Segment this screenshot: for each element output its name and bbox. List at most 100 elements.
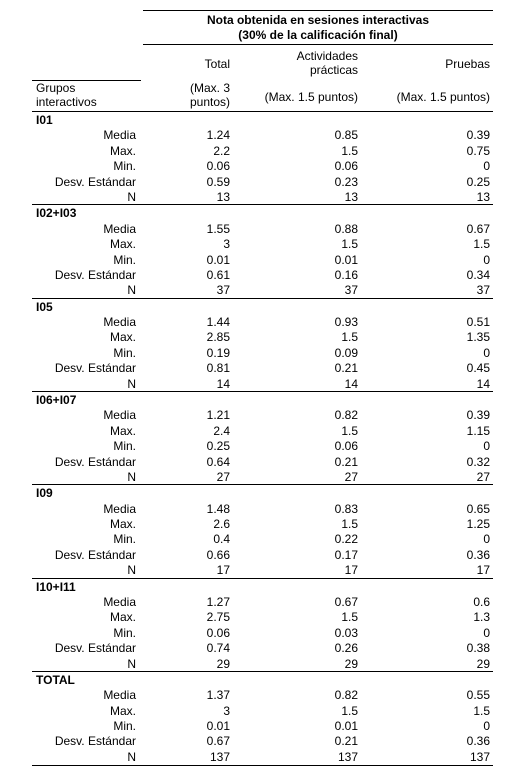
group-name: TOTAL [36, 672, 75, 687]
col-header-total-max-line1: (Max. 3 [189, 81, 230, 95]
cell-total: 1.21 [206, 408, 230, 423]
top-rule [143, 10, 493, 11]
cell-actividades: 0.01 [334, 252, 358, 267]
cell-actividades: 0.26 [334, 641, 358, 656]
cell-pruebas: 0 [483, 345, 490, 360]
stat-label: N [127, 190, 136, 204]
cell-actividades: 1.5 [341, 610, 358, 625]
cell-pruebas: 0.75 [466, 143, 490, 158]
stat-label: Desv. Estándar [54, 454, 136, 469]
group-bottom-rule [32, 765, 493, 766]
row-header-label-line2: interactivos [36, 95, 97, 109]
group-name: I01 [36, 113, 53, 127]
cell-total: 0.4 [213, 532, 230, 547]
cell-pruebas: 0.67 [466, 221, 490, 236]
cell-total: 2.85 [206, 330, 230, 345]
group-bottom-rule [32, 670, 493, 672]
cell-actividades: 0.01 [334, 719, 358, 733]
cell-pruebas: 0 [483, 159, 490, 174]
stat-label: Max. [109, 610, 136, 625]
stat-label: Max. [109, 703, 136, 718]
stat-label: Max. [109, 237, 136, 252]
col-header-pruebas: Pruebas [445, 57, 490, 71]
group-name: I09 [36, 486, 53, 501]
cell-actividades: 27 [344, 469, 358, 484]
cell-total: 0.59 [206, 174, 230, 189]
cell-total: 37 [216, 283, 230, 298]
stat-label: Min. [113, 439, 136, 454]
row-header-rule [32, 80, 141, 81]
cell-actividades: 0.21 [334, 454, 358, 469]
stat-label: Max. [109, 423, 136, 438]
stat-label: Min. [113, 719, 136, 733]
stat-label: N [127, 656, 136, 671]
cell-pruebas: 29 [476, 656, 490, 671]
cell-actividades: 0.06 [334, 159, 358, 174]
cell-actividades: 1.5 [341, 237, 358, 252]
cell-pruebas: 0.32 [466, 454, 490, 469]
cell-actividades: 0.06 [334, 439, 358, 454]
cell-pruebas: 0 [483, 625, 490, 640]
cell-pruebas: 1.5 [473, 703, 490, 718]
cell-actividades: 0.16 [334, 267, 358, 282]
cell-actividades: 0.82 [334, 408, 358, 423]
col-header-total: Total [204, 57, 230, 71]
row-header-label-line1: Grupos [36, 81, 76, 95]
stat-label: N [127, 563, 136, 578]
stat-label: N [127, 749, 136, 764]
cell-actividades: 0.17 [334, 547, 358, 562]
cell-actividades: 37 [344, 283, 358, 298]
stat-label: Max. [109, 143, 136, 158]
col-header-actividades-line1: Actividades [296, 49, 358, 63]
stat-label: N [127, 283, 136, 298]
cell-pruebas: 0.39 [466, 128, 490, 143]
cell-pruebas: 0.45 [466, 361, 490, 376]
stat-label: N [127, 376, 136, 391]
cell-pruebas: 1.15 [466, 423, 490, 438]
cell-pruebas: 0.36 [466, 734, 490, 749]
cell-actividades: 0.88 [334, 221, 358, 236]
stat-label: Media [103, 501, 136, 516]
stat-label: Desv. Estándar [54, 361, 136, 376]
cell-actividades: 1.5 [341, 330, 358, 345]
stat-label: Desv. Estándar [54, 734, 136, 749]
cell-total: 1.48 [206, 501, 230, 516]
cell-actividades: 0.83 [334, 501, 358, 516]
cell-pruebas: 14 [476, 376, 490, 391]
cell-total: 1.27 [206, 594, 230, 609]
cell-total: 2.75 [206, 610, 230, 625]
cell-total: 1.37 [206, 688, 230, 703]
cell-actividades: 1.5 [341, 517, 358, 531]
group-name: I06+I07 [36, 392, 77, 407]
cell-actividades: 0.85 [334, 128, 358, 143]
cell-total: 1.55 [206, 221, 230, 236]
col-header-actividades-max: (Max. 1.5 puntos) [264, 90, 358, 104]
cell-pruebas: 0 [483, 439, 490, 454]
cell-total: 0.66 [206, 547, 230, 562]
cell-pruebas: 137 [469, 749, 490, 764]
cell-actividades: 0.23 [334, 174, 358, 189]
cell-actividades: 0.21 [334, 361, 358, 376]
cell-actividades: 0.09 [334, 345, 358, 360]
cell-total: 0.01 [206, 252, 230, 267]
stat-label: N [127, 469, 136, 484]
col-header-total-max-line2: puntos) [189, 95, 230, 109]
cell-pruebas: 0.39 [466, 408, 490, 423]
group-name: I05 [36, 299, 53, 314]
cell-total: 0.19 [206, 345, 230, 360]
stat-label: Media [103, 408, 136, 423]
cell-actividades: 0.22 [334, 532, 358, 547]
cell-pruebas: 13 [476, 190, 490, 204]
cell-pruebas: 0.55 [466, 688, 490, 703]
cell-pruebas: 0 [483, 252, 490, 267]
col-header-pruebas-max: (Max. 1.5 puntos) [396, 90, 490, 104]
cell-total: 2.4 [213, 423, 230, 438]
cell-total: 137 [209, 749, 230, 764]
cell-total: 0.67 [206, 734, 230, 749]
cell-pruebas: 0.34 [466, 267, 490, 282]
stat-label: Min. [113, 532, 136, 547]
cell-total: 0.25 [206, 439, 230, 454]
cell-pruebas: 0.6 [473, 594, 490, 609]
cell-pruebas: 0 [483, 719, 490, 733]
cell-pruebas: 27 [476, 469, 490, 484]
